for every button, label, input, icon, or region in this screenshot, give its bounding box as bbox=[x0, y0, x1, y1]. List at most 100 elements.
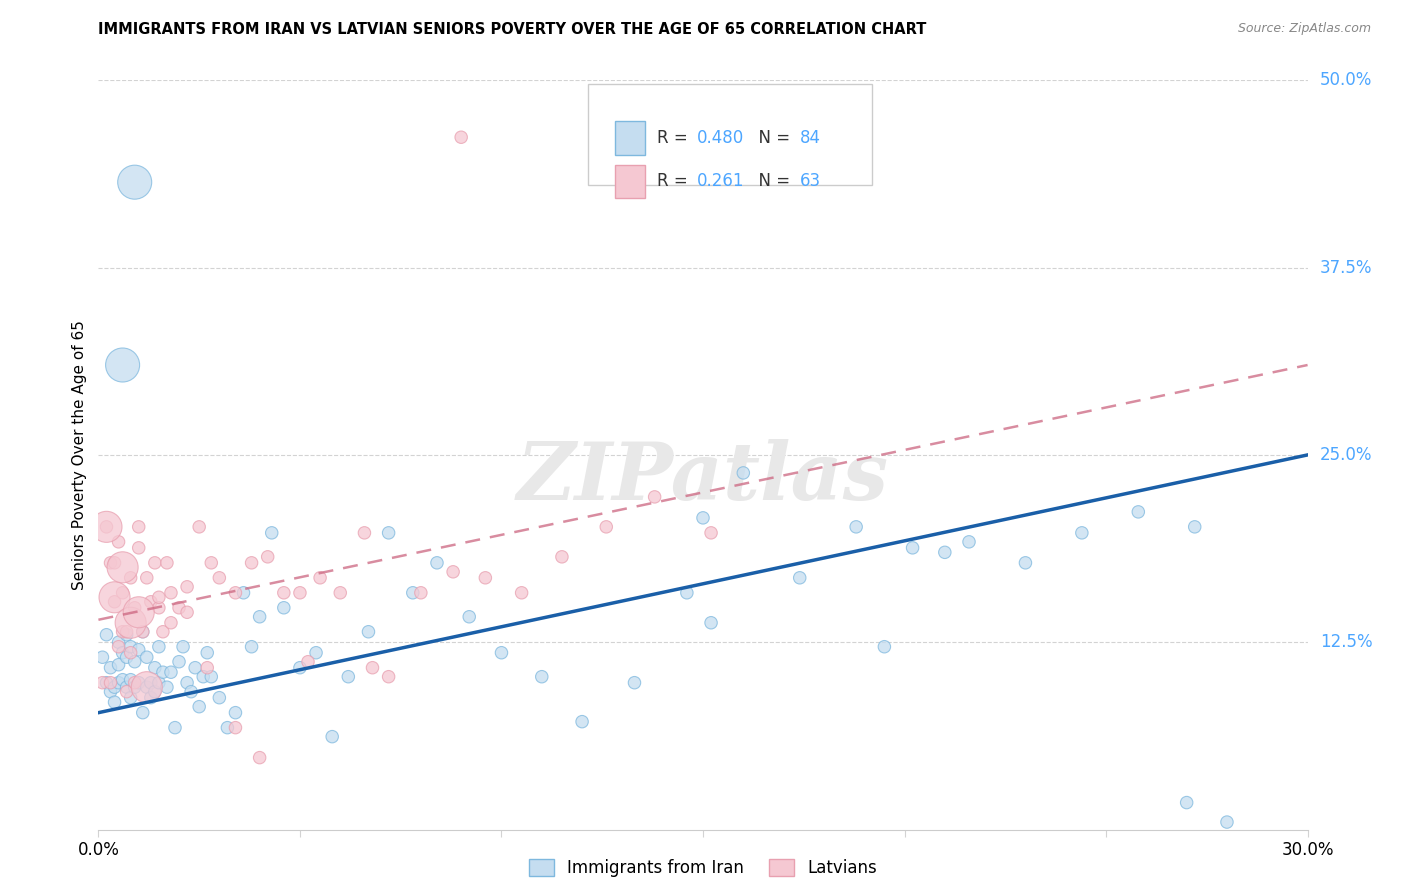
Point bbox=[934, 545, 956, 559]
Point bbox=[240, 640, 263, 654]
Bar bbox=[614, 164, 645, 198]
Point bbox=[1014, 556, 1036, 570]
Point bbox=[377, 670, 399, 684]
Point bbox=[100, 675, 122, 690]
Point bbox=[845, 520, 868, 534]
Point bbox=[107, 534, 129, 549]
Point bbox=[143, 556, 166, 570]
Point bbox=[700, 525, 723, 540]
Point bbox=[623, 675, 645, 690]
Point bbox=[491, 646, 513, 660]
Point bbox=[148, 600, 170, 615]
Point bbox=[156, 556, 179, 570]
Point bbox=[96, 520, 118, 534]
Point bbox=[128, 541, 150, 555]
Point bbox=[692, 511, 714, 525]
Point bbox=[193, 670, 215, 684]
Point bbox=[176, 605, 198, 619]
Point bbox=[337, 670, 360, 684]
Point bbox=[132, 624, 155, 639]
Point bbox=[143, 684, 166, 698]
Text: 12.5%: 12.5% bbox=[1320, 633, 1372, 651]
Point bbox=[409, 586, 432, 600]
Point bbox=[309, 571, 332, 585]
Point bbox=[474, 571, 496, 585]
Point bbox=[143, 661, 166, 675]
Point bbox=[152, 624, 174, 639]
Point bbox=[180, 684, 202, 698]
Point bbox=[644, 490, 666, 504]
Point bbox=[426, 556, 449, 570]
Point bbox=[357, 624, 380, 639]
Text: ZIPatlas: ZIPatlas bbox=[517, 439, 889, 516]
Point bbox=[208, 690, 231, 705]
Point bbox=[96, 675, 118, 690]
Point bbox=[96, 520, 118, 534]
Point bbox=[208, 571, 231, 585]
Point bbox=[115, 650, 138, 665]
Point bbox=[132, 624, 155, 639]
Point bbox=[124, 675, 146, 690]
Point bbox=[132, 706, 155, 720]
Point bbox=[160, 615, 183, 630]
Point bbox=[249, 750, 271, 764]
Point bbox=[103, 695, 125, 709]
Point bbox=[217, 721, 239, 735]
Point bbox=[135, 650, 157, 665]
Point bbox=[128, 642, 150, 657]
Point bbox=[188, 699, 211, 714]
Y-axis label: Seniors Poverty Over the Age of 65: Seniors Poverty Over the Age of 65 bbox=[72, 320, 87, 590]
Point bbox=[100, 661, 122, 675]
Point bbox=[676, 586, 699, 600]
Point bbox=[789, 571, 811, 585]
Point bbox=[120, 646, 142, 660]
Point bbox=[96, 628, 118, 642]
Point bbox=[957, 534, 980, 549]
Point bbox=[135, 571, 157, 585]
Point bbox=[91, 650, 114, 665]
Point bbox=[510, 586, 533, 600]
Point bbox=[120, 673, 142, 687]
Point bbox=[551, 549, 574, 564]
Text: R =: R = bbox=[657, 129, 693, 147]
Point bbox=[240, 556, 263, 570]
Bar bbox=[614, 121, 645, 155]
Point bbox=[200, 556, 222, 570]
Point bbox=[256, 549, 278, 564]
Text: 25.0%: 25.0% bbox=[1320, 446, 1372, 464]
Point bbox=[120, 640, 142, 654]
Point bbox=[441, 565, 464, 579]
Point bbox=[148, 675, 170, 690]
Point bbox=[305, 646, 328, 660]
Point bbox=[188, 520, 211, 534]
Point bbox=[139, 675, 162, 690]
Point bbox=[163, 721, 186, 735]
Point bbox=[160, 665, 183, 680]
Point bbox=[128, 605, 150, 619]
Point bbox=[135, 680, 157, 694]
Point bbox=[111, 673, 134, 687]
Point bbox=[377, 525, 399, 540]
Point bbox=[224, 721, 246, 735]
Point bbox=[111, 560, 134, 574]
Point bbox=[1128, 505, 1150, 519]
Text: N =: N = bbox=[748, 129, 796, 147]
Point bbox=[148, 640, 170, 654]
Point bbox=[353, 525, 375, 540]
Point bbox=[273, 600, 295, 615]
Point bbox=[107, 675, 129, 690]
Point bbox=[595, 520, 617, 534]
Text: Source: ZipAtlas.com: Source: ZipAtlas.com bbox=[1237, 22, 1371, 36]
Point bbox=[111, 624, 134, 639]
Point bbox=[103, 680, 125, 694]
Point bbox=[124, 655, 146, 669]
FancyBboxPatch shape bbox=[588, 84, 872, 186]
Point bbox=[195, 646, 218, 660]
Point bbox=[103, 595, 125, 609]
Point bbox=[873, 640, 896, 654]
Text: 37.5%: 37.5% bbox=[1320, 259, 1372, 277]
Text: IMMIGRANTS FROM IRAN VS LATVIAN SENIORS POVERTY OVER THE AGE OF 65 CORRELATION C: IMMIGRANTS FROM IRAN VS LATVIAN SENIORS … bbox=[98, 22, 927, 37]
Point bbox=[288, 586, 311, 600]
Point bbox=[107, 635, 129, 649]
Point bbox=[100, 556, 122, 570]
